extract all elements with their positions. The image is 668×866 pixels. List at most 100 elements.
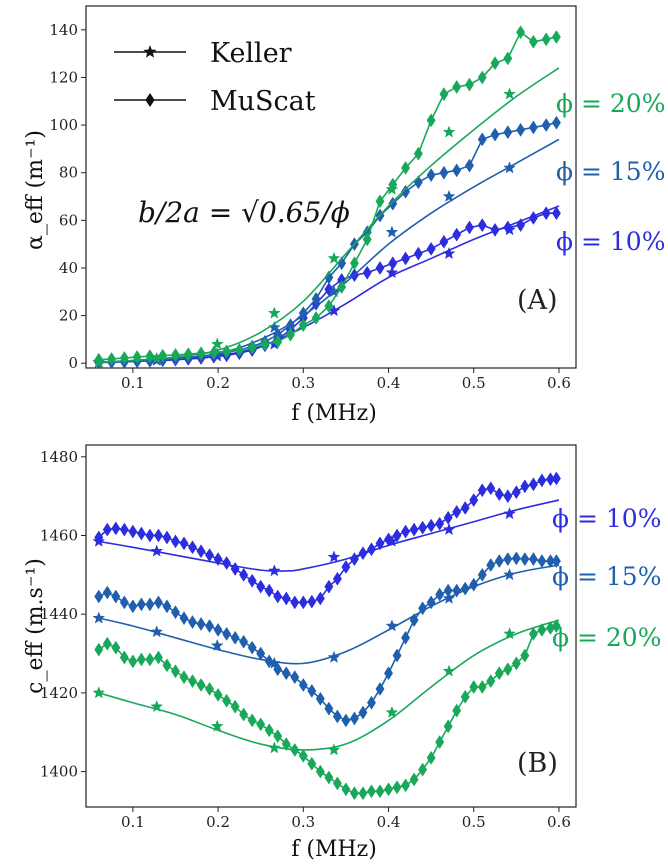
panel-a-muscat-phi-20-point: [260, 337, 270, 352]
panel-b-muscat-phi-20-point: [537, 622, 547, 637]
panel-b-muscat-phi-20-point: [384, 782, 394, 797]
panel-b-xtick-label: 0.3: [291, 813, 315, 831]
panel-b-muscat-phi-10-point: [494, 487, 504, 502]
panel-b-muscat-phi-10-point: [213, 552, 223, 567]
panel-b-muscat-phi-15-point: [332, 709, 342, 724]
panel-b-ytick-label: 1480: [40, 448, 78, 466]
panel-b-muscat-phi-20-point: [111, 640, 121, 655]
panel-b-muscat-phi-10-point: [435, 516, 445, 531]
panel-b-muscat-phi-10-point: [239, 567, 249, 582]
panel-b-muscat-phi-10-point: [196, 544, 206, 559]
panel-b-muscat-phi-10-point: [401, 524, 411, 539]
panel-a-muscat-phi-10-point: [388, 256, 398, 271]
panel-a-muscat-phi-15-point: [541, 118, 551, 133]
panel-b-muscat-phi-10-point: [443, 510, 453, 525]
panel-b-muscat-phi-10-point: [528, 477, 538, 492]
panel-b-muscat-phi-10-point: [460, 500, 470, 515]
panel-b-muscat-phi-20-point: [366, 784, 376, 799]
panel-b-muscat-phi-15-point: [537, 554, 547, 569]
panel-a-keller-phi-15-point: [327, 285, 341, 298]
panel-b-muscat-phi-20-point: [358, 786, 368, 801]
panel-b-keller-phi-20-line: [98, 619, 560, 751]
panel-b-muscat-phi-15-point: [307, 683, 317, 698]
panel-b-muscat-phi-15-point: [528, 552, 538, 567]
panel-b-muscat-phi-10-point: [162, 530, 172, 545]
panel-b-muscat-phi-15-point: [102, 585, 112, 600]
panel-a-muscat-phi-15-point: [452, 163, 462, 178]
legend-muscat-label: MuScat: [210, 86, 316, 117]
panel-a-muscat-phi-15-point: [439, 165, 449, 180]
panel-b-muscat-phi-10-point: [230, 561, 240, 576]
panel-b-muscat-phi-15-point: [145, 597, 155, 612]
panel-b-muscat-phi-20-point: [179, 670, 189, 685]
panel-b-keller-phi-15-point: [385, 619, 399, 632]
panel-b-ticks: 0.1 0.2 0.3 0.4 0.5 0.6 1400 1420 1440 1460 1480: [40, 448, 571, 831]
panel-b-muscat-phi-15-point: [384, 666, 394, 681]
panel-b-muscat-phi-20-point: [145, 652, 155, 667]
panel-b-muscat-phi-10-point: [170, 534, 180, 549]
panel-a-keller-phi-20-point: [327, 251, 341, 264]
panel-a-muscat-phi-20-point: [158, 348, 168, 363]
panel-a-tag: (A): [517, 285, 558, 316]
panel-b-muscat-phi-10-point: [222, 556, 232, 571]
panel-b-muscat-phi-20-point: [494, 666, 504, 681]
panel-b-muscat-phi-10-point: [315, 591, 325, 606]
panel-a-muscat-phi-10-point: [375, 261, 385, 275]
panel-b-muscat-phi-15-point: [409, 613, 419, 628]
panel-b-muscat-phi-10-point: [324, 579, 334, 594]
panel-b-muscat-phi-10-point: [477, 483, 487, 498]
panel-b-muscat-phi-20-point: [332, 776, 342, 791]
panel-b-muscat-phi-15-point: [239, 634, 249, 649]
panel-a-muscat-phi-10-point: [426, 241, 436, 256]
panel-a-muscat-phi-10-point: [490, 222, 500, 237]
panel-a-xtick-label: 0.4: [377, 374, 401, 392]
legend-muscat-diamond-icon: [145, 93, 155, 107]
panel-b-muscat-phi-10-point: [273, 589, 283, 604]
panel-b-muscat-phi-15-point: [366, 695, 376, 710]
panel-b-muscat-phi-15-point: [358, 705, 368, 720]
panel-a-keller-phi-20-point: [503, 87, 516, 100]
panel-a-keller-phi-15-point: [442, 189, 456, 202]
panel-b-muscat-phi-20-point: [486, 674, 496, 689]
panel-b-muscat-phi-20-point: [281, 737, 291, 752]
panel-b-muscat-phi-15-point: [435, 587, 445, 602]
panel-b-muscat-phi-20-point: [256, 717, 266, 732]
panel-b-muscat-phi-15-point: [119, 595, 129, 610]
panel-b-muscat-phi-20-point: [452, 703, 462, 718]
panel-a-muscat-phi-20-point: [401, 160, 411, 175]
panel-a-keller-phi-15-point: [503, 161, 516, 174]
panel-a-muscat-phi-10-point: [439, 234, 449, 249]
panel-a-muscat-phi-20-point: [490, 56, 500, 71]
panel-b-muscat-phi-15-point: [545, 554, 555, 569]
panel-b-muscat-phi-15-point: [460, 581, 470, 596]
panel-b: 0.1 0.2 0.3 0.4 0.5 0.6 1400 1420 1440 1460 1480 (…: [23, 444, 661, 862]
panel-a-keller-phi-20-point: [442, 125, 456, 138]
panel-b-muscat-phi-20-point: [315, 764, 325, 779]
panel-a-muscat-phi-20-point: [170, 347, 180, 362]
panel-b-muscat-phi-20-point: [239, 707, 249, 722]
panel-a-muscat-phi-20-point: [426, 113, 436, 128]
panel-b-muscat-phi-20-point: [264, 723, 274, 738]
panel-a-muscat-phi-20-point: [132, 350, 142, 365]
panel-b-muscat-phi-10-point: [375, 536, 385, 551]
panel-a-muscat-phi-10-point: [464, 220, 474, 235]
panel-a-muscat-phi-20-point: [337, 280, 347, 294]
panel-b-frame: [85, 444, 577, 808]
legend-keller-sample: [114, 45, 186, 58]
panel-b-muscat-phi-10-point: [486, 481, 496, 496]
panel-a-ytick-label: 140: [49, 21, 78, 39]
panel-b-muscat-phi-15-point: [494, 554, 504, 569]
panel-b-muscat-phi-10-point: [452, 504, 462, 519]
panel-b-muscat-phi-20-point: [128, 654, 138, 669]
panel-b-muscat-phi-10-point: [503, 489, 513, 504]
panel-a-muscat-phi-20-point: [107, 351, 117, 366]
panel-a-muscat-phi-20-point: [464, 77, 474, 92]
phi-label-a-15: ϕ = 15%: [556, 157, 665, 186]
panel-b-muscat-phi-20-point: [247, 713, 257, 728]
panel-b-muscat-phi-15-point: [477, 567, 487, 582]
panel-a-keller-phi-10-point: [442, 246, 456, 260]
panel-a-ytick-label: 80: [59, 164, 78, 182]
panel-b-muscat-phi-20-point: [375, 784, 385, 799]
